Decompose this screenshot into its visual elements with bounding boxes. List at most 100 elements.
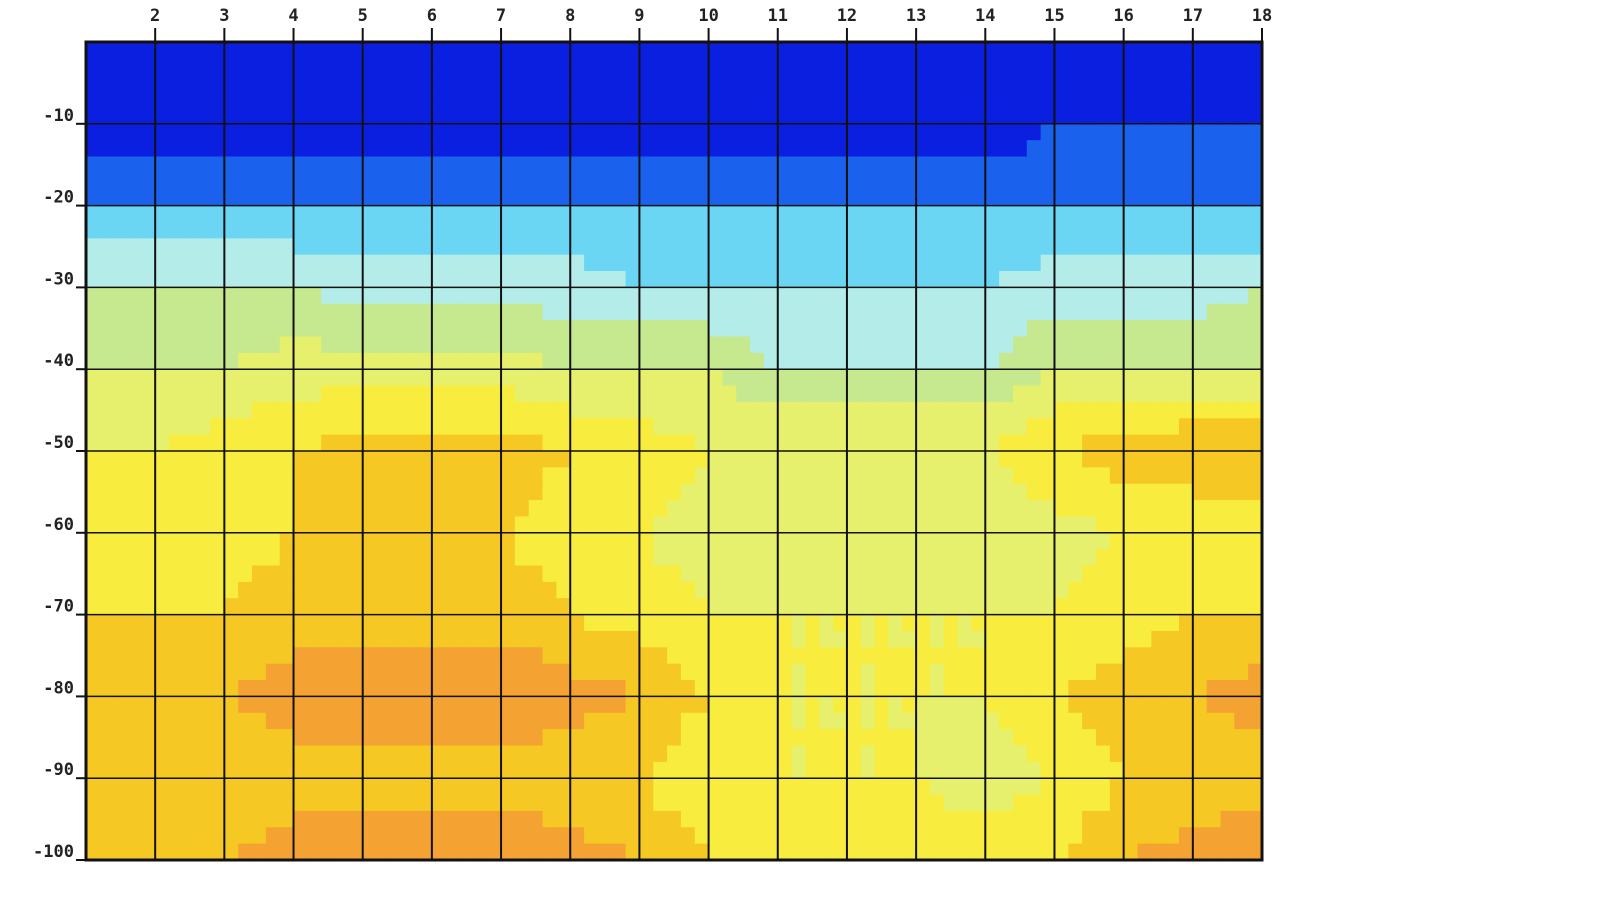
contour-cell xyxy=(957,172,973,190)
contour-cell xyxy=(971,581,986,599)
contour-cell xyxy=(736,843,751,861)
contour-cell xyxy=(431,156,447,174)
contour-cell xyxy=(321,516,336,534)
contour-cell xyxy=(1068,156,1083,174)
contour-cell xyxy=(611,254,627,272)
contour-cell xyxy=(542,598,557,616)
contour-cell xyxy=(680,729,696,747)
contour-cell xyxy=(667,843,682,861)
contour-cell xyxy=(1026,729,1042,747)
contour-cell xyxy=(943,271,959,288)
contour-cell xyxy=(1192,336,1208,354)
contour-cell xyxy=(1151,385,1166,403)
contour-cell xyxy=(459,761,474,779)
contour-cell xyxy=(556,630,571,648)
contour-cell xyxy=(182,467,198,485)
contour-cell xyxy=(321,238,336,256)
contour-cell xyxy=(459,303,474,321)
contour-cell xyxy=(916,549,931,567)
contour-cell xyxy=(127,516,142,534)
contour-cell xyxy=(514,827,530,845)
contour-cell xyxy=(514,254,530,272)
contour-cell xyxy=(1012,467,1028,485)
contour-cell xyxy=(501,238,516,256)
contour-cell xyxy=(335,663,350,681)
contour-cell xyxy=(362,91,378,109)
contour-cell xyxy=(1178,680,1194,697)
contour-cell xyxy=(376,663,391,681)
contour-cell xyxy=(943,418,959,436)
contour-cell xyxy=(348,745,364,763)
contour-cell xyxy=(487,794,502,812)
contour-cell xyxy=(1192,778,1208,796)
contour-cell xyxy=(1082,467,1097,485)
contour-cell xyxy=(348,794,364,812)
contour-cell xyxy=(791,843,807,861)
contour-cell xyxy=(335,271,350,288)
contour-cell xyxy=(874,647,890,665)
contour-cell xyxy=(501,58,516,76)
contour-cell xyxy=(971,401,986,419)
contour-cell xyxy=(1109,827,1125,845)
contour-cell xyxy=(418,745,433,763)
contour-cell xyxy=(307,663,322,681)
contour-cell xyxy=(985,91,1000,109)
contour-cell xyxy=(99,451,115,468)
contour-cell xyxy=(473,238,488,256)
contour-cell xyxy=(763,696,779,714)
contour-cell xyxy=(141,712,156,730)
contour-cell xyxy=(1095,287,1111,305)
contour-cell xyxy=(736,303,751,321)
contour-cell xyxy=(542,696,557,714)
contour-cell xyxy=(182,663,198,681)
contour-cell xyxy=(625,271,641,288)
contour-cell xyxy=(1123,434,1139,452)
contour-cell xyxy=(777,516,793,534)
contour-cell xyxy=(1095,810,1111,828)
contour-cell xyxy=(1012,58,1028,76)
contour-cell xyxy=(708,352,724,370)
contour-cell xyxy=(874,140,890,158)
contour-cell xyxy=(1054,745,1069,763)
contour-cell xyxy=(902,663,917,681)
contour-cell xyxy=(777,827,793,845)
contour-cell xyxy=(999,42,1014,59)
contour-cell xyxy=(902,483,917,501)
contour-cell xyxy=(763,843,779,861)
contour-cell xyxy=(1234,516,1249,534)
contour-cell xyxy=(113,581,129,599)
contour-cell xyxy=(819,680,834,697)
contour-cell xyxy=(418,451,433,468)
contour-cell xyxy=(321,712,336,730)
contour-cell xyxy=(860,729,876,747)
contour-cell xyxy=(1082,810,1097,828)
contour-cell xyxy=(597,532,613,550)
contour-cell xyxy=(113,140,129,158)
contour-cell xyxy=(1040,320,1056,338)
contour-cell xyxy=(750,418,765,436)
contour-cell xyxy=(584,352,599,370)
contour-cell xyxy=(639,451,654,468)
contour-cell xyxy=(265,42,281,59)
contour-cell xyxy=(1137,483,1152,501)
contour-cell xyxy=(833,614,848,632)
contour-cell xyxy=(1068,843,1083,861)
contour-cell xyxy=(680,630,696,648)
contour-cell xyxy=(514,303,530,321)
contour-cell xyxy=(708,598,724,616)
contour-cell xyxy=(1109,254,1125,272)
contour-cell xyxy=(584,320,599,338)
contour-cell xyxy=(155,418,170,436)
contour-cell xyxy=(639,238,654,256)
contour-cell xyxy=(224,352,239,370)
contour-cell xyxy=(777,549,793,567)
contour-cell xyxy=(874,532,890,550)
contour-cell xyxy=(293,483,308,501)
contour-cell xyxy=(1040,581,1056,599)
contour-cell xyxy=(113,451,129,468)
contour-cell xyxy=(667,352,682,370)
contour-cell xyxy=(390,810,405,828)
contour-cell xyxy=(1095,42,1111,59)
contour-cell xyxy=(957,401,973,419)
contour-cell xyxy=(1220,189,1235,207)
